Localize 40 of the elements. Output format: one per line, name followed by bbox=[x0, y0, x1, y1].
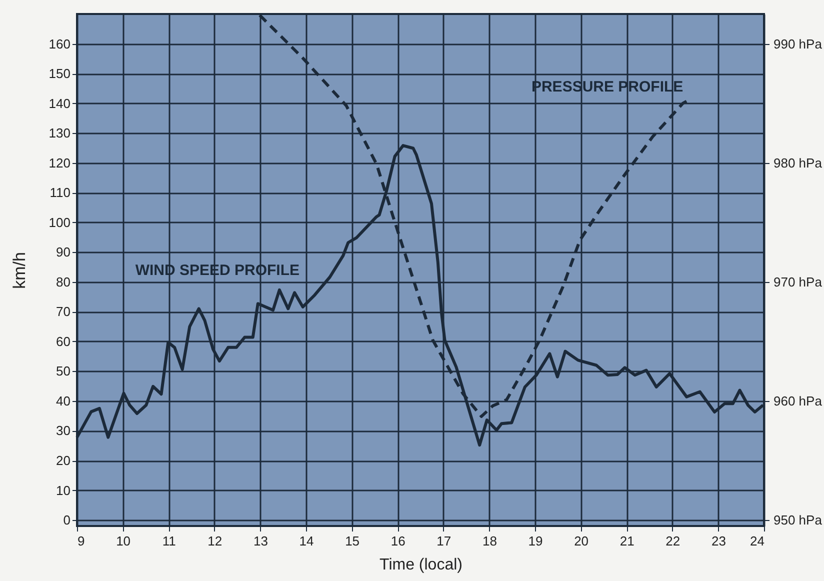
x-tick-label: 15 bbox=[345, 534, 360, 548]
x-tick-label: 18 bbox=[482, 534, 497, 548]
x-tick-label: 16 bbox=[390, 534, 406, 548]
x-tick-label: 13 bbox=[253, 534, 268, 548]
y-tick-label: 130 bbox=[48, 126, 70, 141]
x-tick-label: 24 bbox=[750, 534, 764, 548]
y-tick-label: 0 bbox=[63, 512, 70, 528]
x-tick-label: 11 bbox=[162, 534, 176, 548]
x-tick-label: 14 bbox=[299, 534, 314, 548]
x-axis-title: Time (local) bbox=[380, 556, 462, 574]
y2-tick-label: 980 hPa bbox=[774, 155, 823, 170]
y2-tick-label: 960 hPa bbox=[774, 393, 823, 408]
y-tick-label: 10 bbox=[56, 482, 70, 498]
x-tick-label: 17 bbox=[436, 534, 452, 548]
x-tick-label: 21 bbox=[620, 534, 634, 548]
x-tick-label: 19 bbox=[528, 534, 543, 548]
y2-tick-label: 970 hPa bbox=[774, 274, 823, 290]
x-tick-label: 20 bbox=[574, 534, 589, 548]
y-tick-label: 150 bbox=[48, 66, 70, 82]
y-axis-title: km/h bbox=[10, 252, 29, 289]
y-tick-label: 60 bbox=[56, 334, 70, 349]
y-tick-label: 90 bbox=[56, 244, 70, 260]
y-tick-label: 140 bbox=[48, 96, 70, 111]
x-tick-label: 9 bbox=[78, 534, 85, 548]
x-tick-label: 12 bbox=[208, 534, 222, 548]
x-tick-label: 23 bbox=[711, 534, 726, 548]
y-tick-label: 30 bbox=[56, 423, 70, 438]
x-tick-label: 10 bbox=[116, 534, 131, 548]
y-tick-label: 50 bbox=[56, 364, 70, 379]
y-tick-label: 100 bbox=[48, 214, 70, 230]
y2-tick-label: 990 hPa bbox=[774, 36, 823, 52]
y2-tick-label: 950 hPa bbox=[774, 512, 823, 528]
y-tick-label: 120 bbox=[48, 155, 70, 170]
y-tick-label: 80 bbox=[56, 274, 70, 290]
y-tick-label: 110 bbox=[50, 185, 70, 200]
y-tick-label: 20 bbox=[56, 453, 70, 468]
y-tick-label: 160 bbox=[48, 36, 70, 52]
y-tick-label: 40 bbox=[56, 393, 70, 408]
y-tick-label: 70 bbox=[56, 304, 70, 320]
x-tick-label: 22 bbox=[666, 534, 680, 548]
